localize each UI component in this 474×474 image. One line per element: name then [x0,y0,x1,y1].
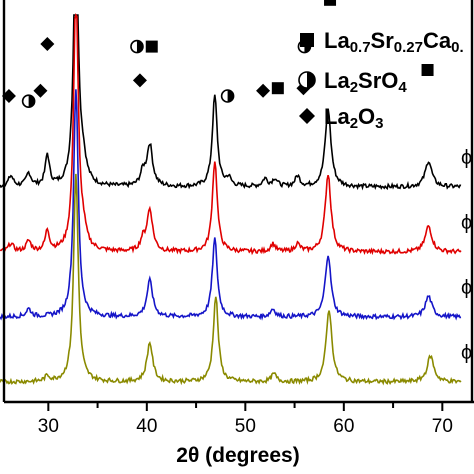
xrd-pattern-line [0,89,462,321]
diamond-marker [40,37,55,51]
square-marker [271,82,284,95]
legend: La0.7Sr0.27Ca0. La2SrO4 La2O3 [298,28,464,132]
x-tick-label: 60 [333,416,354,437]
diamond-marker [299,108,315,124]
legend-label: La0.7Sr0.27Ca0. [324,28,464,56]
legend-label: La2O3 [324,104,384,132]
plot-area: ϕ ϕ ϕ ϕ [0,12,472,386]
phase-markers [1,0,434,108]
diamond-marker [132,73,147,88]
x-tick-label: 30 [38,416,59,437]
series-label: ϕ [461,342,472,364]
square-marker [145,40,158,53]
x-tick-label: 70 [432,416,453,437]
half-circle-marker [130,39,144,54]
half-circle-marker [21,94,36,108]
series-label: ϕ [461,277,472,299]
series-label: ϕ [461,212,472,234]
diamond-marker [33,83,48,98]
legend-label: La2SrO4 [324,68,407,96]
series-label: ϕ [461,147,472,169]
x-axis-title: 2θ (degrees) [176,444,299,467]
xrd-pattern-line [0,14,462,191]
square-marker [300,33,314,47]
xrd-pattern-line [0,12,462,256]
half-circle-marker [220,89,235,103]
square-marker [324,0,337,6]
x-tick-label: 40 [136,416,157,437]
half-circle-marker [298,71,316,89]
square-marker [421,64,434,76]
diamond-marker [256,83,271,98]
diamond-marker [1,89,16,103]
x-tick-label: 50 [235,416,256,437]
xrd-pattern-line [0,173,462,386]
x-axis: 30 40 50 60 70 [2,0,474,437]
